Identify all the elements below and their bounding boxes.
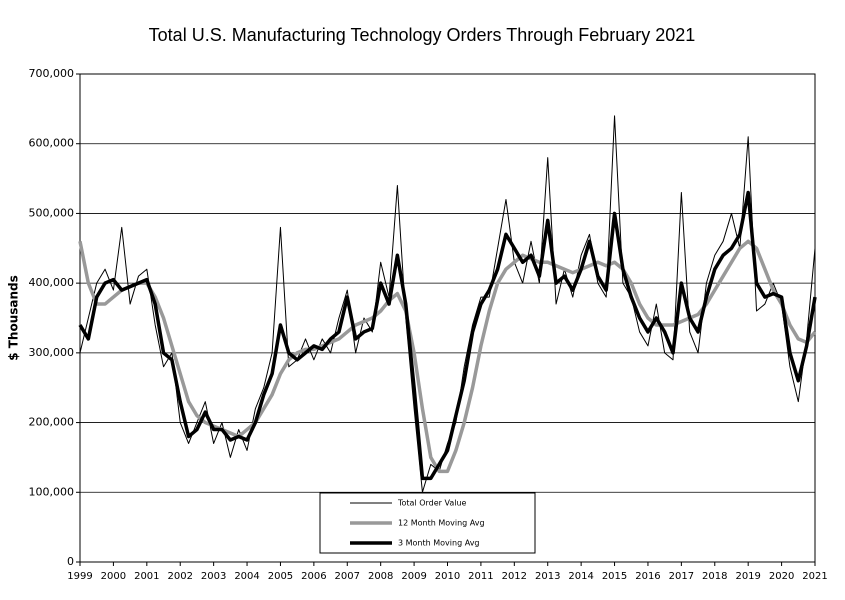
x-tick-label: 2013	[535, 571, 560, 582]
x-tick-label: 2019	[735, 571, 760, 582]
y-tick-label: 100,000	[29, 485, 75, 498]
x-tick-label: 1999	[67, 571, 92, 582]
chart-title: Total U.S. Manufacturing Technology Orde…	[149, 25, 696, 45]
y-tick-label: 600,000	[29, 137, 75, 150]
x-tick-label: 2002	[168, 571, 193, 582]
x-tick-label: 2000	[101, 571, 126, 582]
plot-area	[79, 73, 816, 563]
y-tick-label: 400,000	[29, 276, 75, 289]
x-tick-label: 2001	[134, 571, 159, 582]
x-tick-label: 2009	[401, 571, 426, 582]
x-tick-label: 2015	[602, 571, 627, 582]
x-tick-label: 2016	[635, 571, 660, 582]
x-tick-label: 2018	[702, 571, 727, 582]
legend-label: Total Order Value	[397, 499, 467, 508]
legend-label: 12 Month Moving Avg	[398, 519, 485, 528]
x-tick-label: 2006	[301, 571, 326, 582]
x-tick-label: 2007	[335, 571, 360, 582]
x-tick-label: 2010	[435, 571, 460, 582]
x-tick-label: 2005	[268, 571, 293, 582]
x-tick-label: 2003	[201, 571, 226, 582]
series-line	[78, 190, 817, 481]
x-tick-label: 2008	[368, 571, 393, 582]
x-tick-label: 2004	[234, 571, 259, 582]
legend-label: 3 Month Moving Avg	[398, 539, 480, 548]
x-tick-label: 2011	[468, 571, 493, 582]
y-axis-label: $ Thousands	[7, 275, 21, 361]
y-tick-label: 0	[67, 555, 74, 568]
y-tick-label: 200,000	[29, 416, 75, 429]
x-tick-label: 2021	[802, 571, 827, 582]
x-tick-label: 2017	[669, 571, 694, 582]
x-tick-label: 2012	[502, 571, 527, 582]
y-tick-label: 300,000	[29, 346, 75, 359]
y-tick-label: 500,000	[29, 206, 75, 219]
x-tick-label: 2020	[769, 571, 794, 582]
y-tick-label: 700,000	[29, 67, 75, 80]
x-tick-label: 2014	[568, 571, 593, 582]
